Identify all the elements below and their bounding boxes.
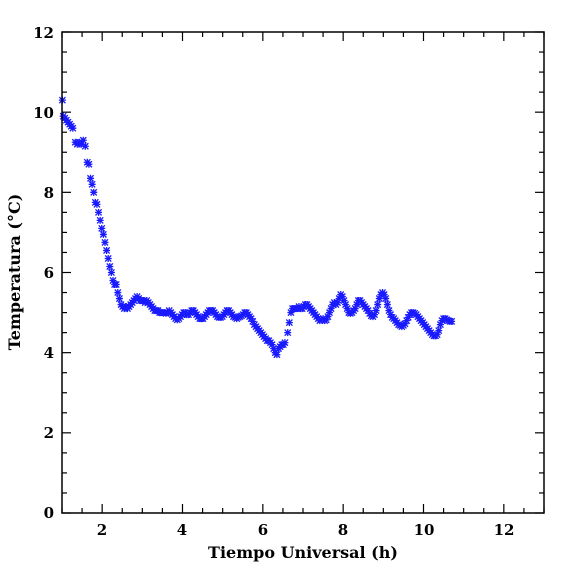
data-point xyxy=(104,254,112,262)
data-point xyxy=(96,216,104,224)
data-point xyxy=(98,224,106,232)
data-point xyxy=(285,319,293,327)
data-point xyxy=(88,180,96,188)
y-tick-label: 8 xyxy=(44,184,54,202)
data-point xyxy=(90,188,98,196)
x-axis-label: Tiempo Universal (h) xyxy=(208,543,398,562)
y-tick-label: 12 xyxy=(33,24,54,42)
data-point xyxy=(324,313,332,321)
data-point xyxy=(433,331,441,339)
data-point xyxy=(79,136,87,144)
axis-ticks xyxy=(61,31,545,514)
x-tick-labels: 2 4 6 8 10 12 xyxy=(97,521,515,539)
data-point xyxy=(109,276,117,285)
data-point xyxy=(404,313,412,321)
data-point xyxy=(115,295,123,303)
data-point xyxy=(103,246,111,254)
y-tick-label: 0 xyxy=(44,504,54,522)
data-point xyxy=(353,301,361,309)
data-point xyxy=(364,307,372,315)
x-tick-label: 12 xyxy=(494,521,515,539)
data-point xyxy=(107,268,115,277)
data-point xyxy=(375,295,383,303)
data-point xyxy=(93,200,101,208)
data-point xyxy=(284,329,292,337)
data-point xyxy=(448,317,456,325)
data-point xyxy=(374,301,382,309)
data-point xyxy=(387,311,395,319)
data-point xyxy=(340,297,348,305)
data-point xyxy=(403,317,411,325)
data-point xyxy=(247,315,255,323)
data-point xyxy=(106,262,114,271)
data-point xyxy=(334,299,342,307)
data-point xyxy=(380,291,388,299)
data-point xyxy=(273,351,281,359)
data-point xyxy=(401,320,409,328)
data-point xyxy=(86,174,95,182)
x-tick-label: 6 xyxy=(258,521,268,539)
data-point xyxy=(372,307,380,315)
data-point xyxy=(95,208,103,216)
data-point xyxy=(112,281,120,289)
x-tick-label: 4 xyxy=(177,521,187,539)
data-point xyxy=(385,307,393,315)
data-point xyxy=(81,142,89,150)
data-point xyxy=(85,160,93,168)
data-point xyxy=(343,305,351,313)
y-tick-labels: 0 2 4 6 8 10 12 xyxy=(33,24,54,522)
x-tick-label: 2 xyxy=(97,521,107,539)
data-point xyxy=(342,301,350,309)
data-point xyxy=(370,311,379,319)
data-point xyxy=(281,339,289,347)
y-tick-label: 6 xyxy=(44,264,54,282)
data-point xyxy=(338,293,346,301)
y-tick-label: 10 xyxy=(33,104,54,122)
y-axis-label: Temperatura (°C) xyxy=(5,194,24,351)
data-point xyxy=(99,230,107,238)
y-tick-label: 2 xyxy=(44,424,54,442)
data-points xyxy=(58,96,456,359)
data-point xyxy=(249,317,257,325)
data-point xyxy=(382,295,390,303)
data-point xyxy=(436,321,444,329)
data-point xyxy=(351,305,359,313)
data-point xyxy=(335,295,343,303)
data-point xyxy=(270,345,278,353)
data-point xyxy=(287,309,295,317)
data-point xyxy=(327,305,335,313)
data-point xyxy=(268,341,276,349)
data-point xyxy=(322,316,330,324)
x-tick-label: 8 xyxy=(338,521,348,539)
data-point xyxy=(101,238,109,246)
data-point xyxy=(325,309,334,317)
plot-frame xyxy=(61,31,545,514)
data-point xyxy=(77,140,85,148)
data-point xyxy=(383,301,391,309)
data-point xyxy=(435,327,443,335)
data-point xyxy=(114,289,122,297)
data-point xyxy=(69,124,77,132)
x-tick-label: 10 xyxy=(414,521,435,539)
y-tick-label: 4 xyxy=(44,344,54,362)
